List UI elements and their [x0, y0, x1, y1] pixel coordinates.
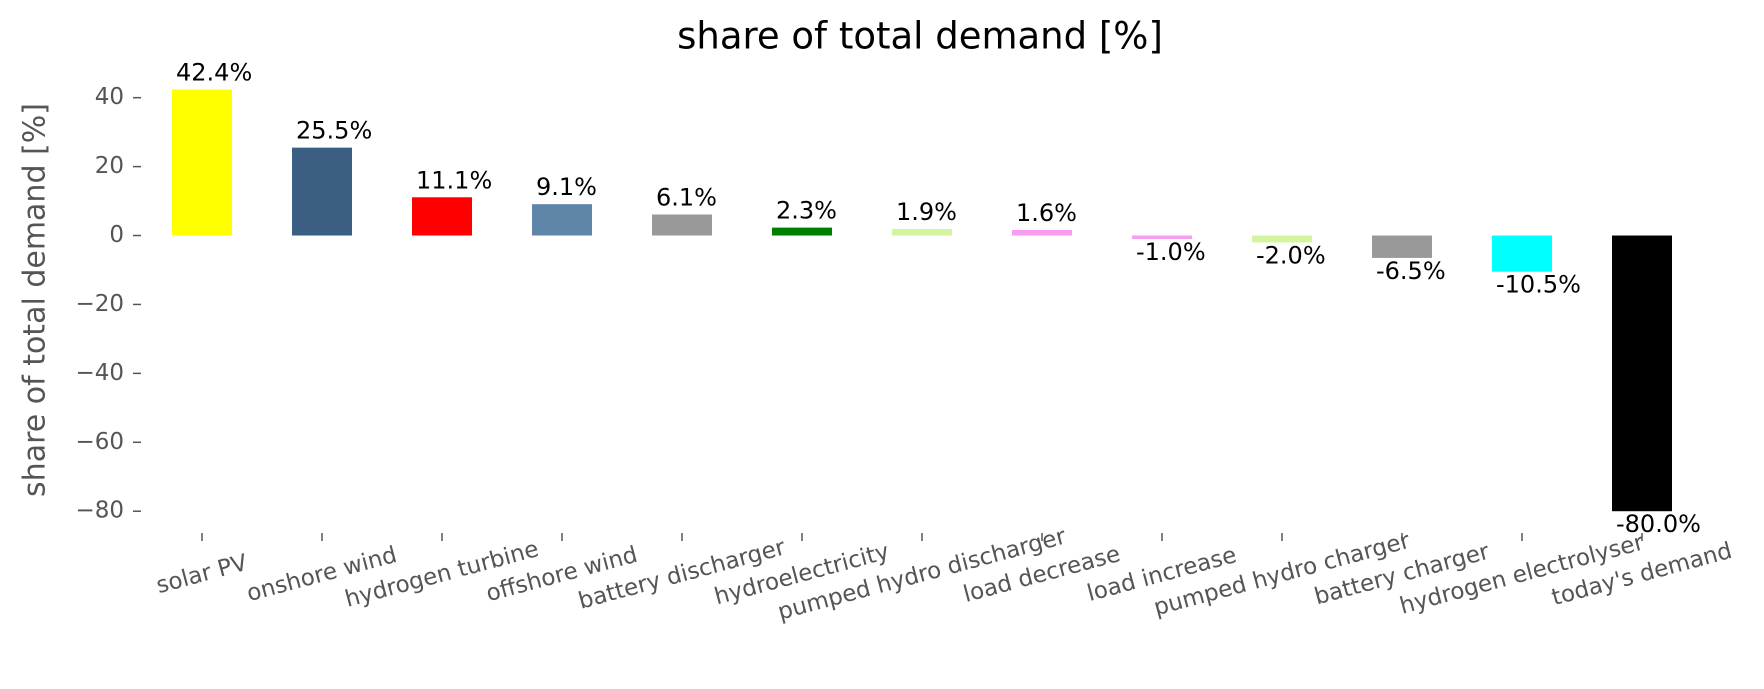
value-label: -2.0%: [1256, 241, 1326, 269]
value-label: 11.1%: [416, 166, 492, 194]
value-label: 9.1%: [536, 173, 597, 201]
bar: [652, 214, 712, 236]
value-label: 1.9%: [896, 198, 957, 226]
bar: [292, 147, 352, 236]
value-label: 1.6%: [1016, 199, 1077, 227]
y-tick-label: −60: [75, 429, 124, 455]
bar: [1372, 235, 1432, 258]
x-tick-label: solar PV: [154, 550, 251, 599]
value-label: 2.3%: [776, 197, 837, 225]
value-label: 6.1%: [656, 184, 717, 212]
value-label: -80.0%: [1616, 510, 1701, 538]
bar: [172, 89, 232, 236]
chart-title: share of total demand [%]: [677, 15, 1163, 58]
value-label: 25.5%: [296, 117, 372, 145]
y-tick-label: −20: [75, 291, 124, 317]
bar: [532, 204, 592, 236]
y-tick-label: 20: [95, 153, 124, 179]
value-label: -10.5%: [1496, 271, 1581, 299]
value-label: -6.5%: [1376, 257, 1446, 285]
bar: [772, 227, 832, 236]
y-tick-label: 40: [95, 84, 124, 110]
value-label: -1.0%: [1136, 238, 1206, 266]
bar: [1492, 235, 1552, 272]
bar: [1252, 235, 1312, 243]
y-tick-label: −80: [75, 498, 124, 524]
bar: [892, 228, 952, 236]
value-label: 42.4%: [176, 58, 252, 86]
bar: [1612, 235, 1672, 512]
y-tick-label: −40: [75, 360, 124, 386]
bar: [412, 197, 472, 236]
bar: [1012, 230, 1072, 236]
y-axis-label: share of total demand [%]: [18, 103, 53, 497]
y-tick-label: 0: [109, 222, 124, 248]
bar: [1132, 235, 1192, 239]
